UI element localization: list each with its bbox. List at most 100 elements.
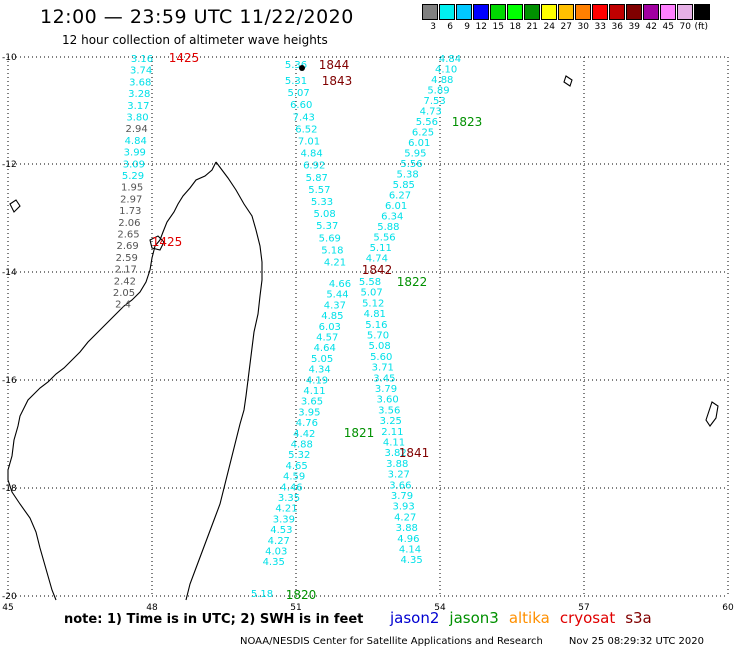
legend-swatch — [524, 4, 540, 20]
legend-label: 27 — [560, 22, 572, 32]
swh-value: 1.73 — [119, 206, 141, 217]
swh-value: 2.17 — [115, 265, 137, 276]
legend-label: (ft) — [694, 22, 708, 32]
swh-value: 4.21 — [275, 504, 297, 515]
swh-value: 2.65 — [117, 230, 139, 241]
swh-value: 5.33 — [311, 197, 333, 208]
swh-value: 4.37 — [324, 300, 346, 311]
swh-value: 5.60 — [370, 352, 392, 363]
longitude-label: 45 — [2, 603, 13, 610]
swh-value: 4.84 — [300, 149, 322, 160]
color-legend: 3 6 9 12 15 18 21 24 27 30 33 36 39 42 45 70 (ft) — [422, 4, 711, 32]
time-label-1843: 1843 — [322, 74, 353, 88]
swh-value: 2.69 — [116, 241, 138, 252]
swh-value: 4.73 — [420, 107, 442, 118]
swh-value: 4.14 — [399, 545, 421, 556]
swh-value: 3.99 — [124, 148, 146, 159]
swh-value: 5.38 — [397, 170, 419, 181]
credit-timestamp: Nov 25 08:29:32 UTC 2020 — [568, 636, 705, 647]
swh-value: 4.10 — [435, 65, 457, 76]
time-label-1842: 1842 — [362, 263, 393, 277]
swh-value: 5.58 — [359, 277, 381, 288]
swh-value: 5.57 — [308, 185, 330, 196]
swh-value: 5.07 — [287, 88, 309, 99]
swh-value: 2.97 — [120, 194, 142, 205]
latitude-label: -16 — [2, 376, 17, 386]
swh-value: 6.92 — [303, 161, 325, 172]
swh-value: 4.46 — [280, 482, 302, 493]
satellite-s3a: s3a — [625, 609, 652, 627]
swh-value: 3.93 — [392, 502, 414, 513]
swh-value: 6.01 — [385, 201, 407, 212]
swh-value: 4.88 — [431, 75, 453, 86]
swh-value: 6.03 — [319, 322, 341, 333]
credit-line: NOAA/NESDIS Center for Satellite Applica… — [240, 636, 704, 647]
swh-value: 4.11 — [303, 386, 325, 397]
latitude-label: -18 — [2, 484, 17, 494]
legend-swatch — [660, 4, 676, 20]
swh-value: 5.31 — [285, 76, 307, 87]
swh-value: 6.27 — [389, 191, 411, 202]
legend-label: 15 — [492, 22, 504, 32]
swh-value: 5.44 — [326, 290, 348, 301]
longitude-label: 57 — [578, 603, 589, 610]
madagascar-coast — [7, 161, 217, 601]
swh-value: 4.59 — [283, 472, 305, 483]
swh-value: 3.45 — [373, 373, 395, 384]
swh-value: 3.09 — [123, 159, 145, 170]
swh-value: 3.68 — [129, 77, 151, 88]
swh-value: 4.74 — [366, 254, 388, 265]
legend-swatch — [626, 4, 642, 20]
longitude-label: 48 — [146, 603, 158, 610]
legend-swatch — [575, 4, 591, 20]
swh-value: 4.84 — [439, 54, 461, 65]
legend-label: 36 — [611, 22, 623, 32]
legend-swatch — [643, 4, 659, 20]
swh-value: 3.74 — [130, 66, 152, 77]
swh-value: 4.76 — [296, 418, 318, 429]
satellite-jason3: jason3 — [449, 609, 499, 627]
swh-value: 5.36 — [285, 60, 307, 71]
legend-swatch — [422, 4, 438, 20]
legend-label: 3 — [430, 22, 436, 32]
swh-value: 4.42 — [293, 429, 315, 440]
legend-labels: 3 6 9 12 15 18 21 24 27 30 33 36 39 42 45 70 (ft) — [422, 22, 711, 32]
swh-value: 2.05 — [113, 288, 135, 299]
swh-value: 3.79 — [391, 491, 413, 502]
time-label-1820: 1820 — [286, 588, 317, 602]
tromelin-island — [705, 401, 719, 427]
legend-swatch — [507, 4, 523, 20]
legend-label: 9 — [464, 22, 470, 32]
satellite-legend: jason2 jason3 altika cryosat s3a — [390, 609, 662, 627]
latitude-label: -20 — [2, 592, 17, 602]
satellite-jason2: jason2 — [390, 609, 440, 627]
latitude-label: -10 — [2, 53, 17, 63]
swh-value: 4.84 — [125, 136, 147, 147]
swh-value: 3.88 — [396, 523, 418, 534]
swh-value: 4.57 — [316, 333, 338, 344]
swh-value: 2.42 — [114, 276, 136, 287]
swh-value: 5.89 — [427, 86, 449, 97]
swh-value: 4.88 — [291, 440, 313, 451]
longitude-label: 51 — [290, 603, 301, 610]
legend-swatch — [439, 4, 455, 20]
swh-value: 5.16 — [365, 320, 387, 331]
legend-swatch — [558, 4, 574, 20]
swh-value: 4.64 — [314, 343, 336, 354]
agalega-island — [563, 75, 573, 87]
swh-value: 5.32 — [288, 450, 310, 461]
swh-value: 4.85 — [321, 311, 343, 322]
swh-value: 2.94 — [125, 124, 147, 135]
longitude-label: 60 — [722, 603, 734, 610]
swh-value: 3.25 — [380, 416, 402, 427]
swh-value: 4.21 — [324, 258, 346, 269]
mayotte-island — [9, 199, 21, 213]
legend-label: 6 — [447, 22, 453, 32]
swh-value: 5.07 — [360, 288, 382, 299]
swh-value: 3.16 — [131, 54, 153, 65]
swh-value: 3.17 — [127, 101, 149, 112]
swh-value: 5.70 — [367, 331, 389, 342]
swh-value: 4.81 — [364, 309, 386, 320]
swh-value: 4.11 — [383, 438, 405, 449]
swh-value: 3.56 — [378, 405, 400, 416]
